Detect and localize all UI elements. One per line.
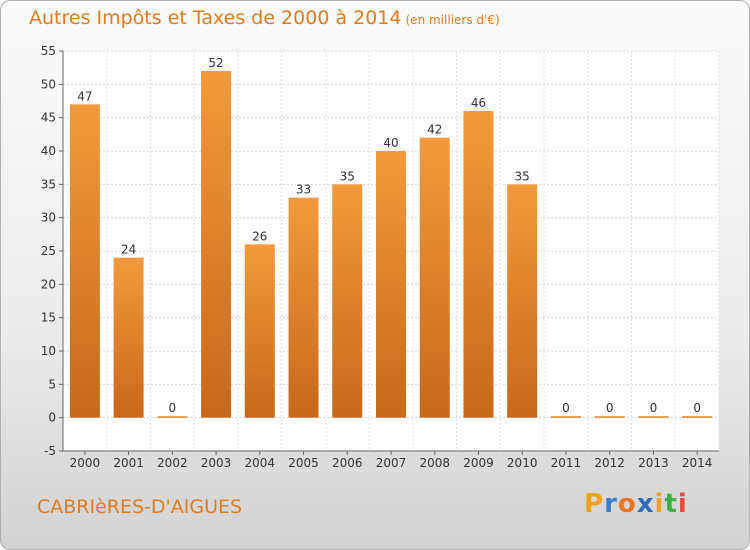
y-tick-label: 25: [41, 244, 56, 258]
logo-letter: i: [654, 489, 665, 519]
data-label-2004: 26: [252, 229, 267, 243]
data-label-2000: 47: [77, 89, 92, 103]
data-label-2005: 33: [296, 183, 311, 197]
proxiti-logo: Proxiti: [584, 489, 688, 519]
bar-2007: [376, 151, 406, 418]
logo-letter: t: [664, 489, 678, 519]
bar-2005: [288, 197, 319, 418]
bar-2014: [682, 416, 713, 418]
data-label-2003: 52: [208, 56, 223, 70]
y-tick-label: 5: [48, 377, 56, 391]
y-tick-label: 45: [41, 111, 56, 125]
x-tick-label: 2003: [201, 456, 232, 470]
x-tick-label: 2001: [113, 456, 144, 470]
bar-2004: [244, 244, 275, 418]
bar-2000: [69, 104, 100, 418]
commune-name: CABRIèRES-D'AIGUES: [37, 496, 243, 518]
bar-2012: [594, 416, 625, 418]
bar-2002: [157, 416, 188, 418]
x-tick-label: 2010: [507, 456, 538, 470]
logo-letter: r: [604, 489, 618, 519]
y-tick-label: 0: [48, 411, 56, 425]
logo-letter: i: [677, 489, 688, 519]
y-tick-label: 10: [41, 344, 56, 358]
chart-title-text: Autres Impôts et Taxes de 2000 à 2014: [29, 7, 402, 29]
data-label-2009: 46: [471, 96, 486, 110]
bar-2003: [201, 71, 232, 418]
bars: [69, 71, 713, 418]
y-tick-label: 30: [41, 211, 56, 225]
y-tick-label: 35: [41, 177, 56, 191]
y-tick-label: 50: [41, 77, 56, 91]
logo-letter: o: [617, 489, 637, 519]
data-label-2006: 35: [340, 169, 355, 183]
x-tick-label: 2002: [157, 456, 188, 470]
y-tick-label: 40: [41, 144, 56, 158]
x-tick-label: 2013: [638, 456, 669, 470]
data-label-2014: 0: [693, 401, 701, 415]
x-tick-label: 2006: [332, 456, 363, 470]
bar-2006: [332, 184, 363, 418]
x-tick-label: 2004: [245, 456, 276, 470]
bar-2010: [507, 184, 538, 418]
data-label-2013: 0: [650, 401, 658, 415]
chart-title: Autres Impôts et Taxes de 2000 à 2014 (en…: [29, 7, 500, 29]
data-labels: 47 24 0 52 26 33 35 40 42 46 35 0 0 0 0: [77, 56, 701, 415]
y-tick-label: 55: [41, 44, 56, 58]
x-tick-label: 2008: [419, 456, 450, 470]
bar-2001: [113, 257, 144, 418]
x-tick-label: 2011: [551, 456, 582, 470]
x-tick-label: 2014: [682, 456, 713, 470]
data-label-2010: 35: [515, 169, 530, 183]
x-tick-label: 2007: [376, 456, 407, 470]
x-tick-label: 2009: [463, 456, 494, 470]
data-label-2008: 42: [427, 123, 442, 137]
x-tick-label: 2005: [288, 456, 319, 470]
chart-unit: (en milliers d'€): [405, 13, 500, 27]
bar-2013: [638, 416, 669, 418]
data-label-2002: 0: [169, 401, 177, 415]
bar-2009: [463, 111, 494, 418]
data-label-2001: 24: [121, 243, 136, 257]
data-label-2007: 40: [383, 136, 398, 150]
y-tick-label: 20: [41, 277, 56, 291]
y-tick-label: 15: [41, 311, 56, 325]
bar-2008: [419, 137, 450, 418]
y-tick-label: -5: [44, 444, 56, 458]
axes: -5 0 5 10 15 20 25 30 35 40 45 50 55 2000 2001 2002 2003…: [41, 44, 719, 470]
logo-letter: x: [636, 489, 655, 519]
data-label-2012: 0: [606, 401, 614, 415]
bar-2011: [550, 416, 581, 418]
logo-letter: P: [584, 489, 605, 519]
data-label-2011: 0: [562, 401, 570, 415]
x-tick-label: 2000: [70, 456, 101, 470]
x-tick-label: 2012: [594, 456, 625, 470]
